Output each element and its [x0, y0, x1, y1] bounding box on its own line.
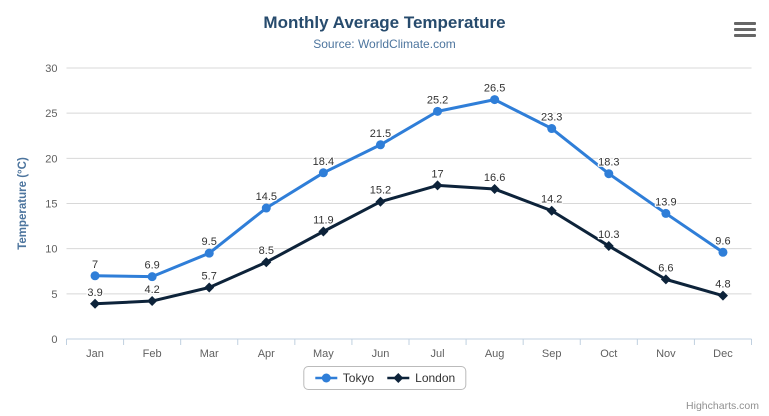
data-point-london[interactable]: [318, 226, 329, 237]
data-label-london: 11.9: [313, 215, 334, 227]
data-label-tokyo: 7: [92, 259, 98, 271]
tokyo-series-marker-icon: [314, 373, 337, 383]
data-point-london[interactable]: [432, 180, 443, 191]
legend-label-london: London: [415, 371, 456, 385]
data-label-tokyo: 25.2: [427, 94, 448, 106]
export-menu-button[interactable]: [730, 17, 760, 41]
x-axis-label: May: [313, 348, 334, 360]
x-axis-label: Apr: [258, 348, 275, 360]
data-point-london[interactable]: [717, 290, 728, 301]
data-label-london: 6.6: [658, 262, 673, 274]
data-point-tokyo[interactable]: [375, 140, 385, 150]
data-label-tokyo: 13.9: [655, 196, 676, 208]
data-point-london[interactable]: [147, 296, 158, 307]
data-point-tokyo[interactable]: [261, 203, 271, 213]
data-label-london: 14.2: [541, 194, 562, 206]
x-axis-label: Aug: [485, 348, 505, 360]
y-axis-label: 10: [45, 244, 57, 256]
data-point-london[interactable]: [375, 196, 386, 207]
data-point-tokyo[interactable]: [90, 271, 100, 281]
legend-label-tokyo: Tokyo: [342, 371, 375, 385]
data-label-tokyo: 21.5: [370, 128, 391, 140]
data-label-london: 4.8: [715, 279, 730, 291]
data-point-tokyo[interactable]: [433, 106, 443, 116]
y-axis-label: 20: [45, 153, 57, 165]
data-point-tokyo[interactable]: [547, 124, 557, 134]
hamburger-icon: [734, 21, 756, 37]
data-point-tokyo[interactable]: [661, 208, 671, 218]
y-axis-label: 30: [45, 63, 57, 75]
data-point-tokyo[interactable]: [204, 248, 214, 258]
x-axis-label: Mar: [200, 348, 219, 360]
data-label-tokyo: 9.5: [202, 236, 217, 248]
data-point-london[interactable]: [660, 274, 671, 285]
data-label-tokyo: 23.3: [541, 112, 562, 124]
data-point-tokyo[interactable]: [147, 272, 157, 282]
y-axis-label: 25: [45, 108, 57, 120]
legend: Tokyo London: [302, 366, 467, 390]
data-point-tokyo[interactable]: [490, 95, 500, 105]
x-axis-label: Jan: [86, 348, 104, 360]
y-axis-label: 0: [51, 334, 57, 346]
x-axis-label: Sep: [542, 348, 562, 360]
data-label-tokyo: 6.9: [144, 260, 159, 272]
data-point-london[interactable]: [603, 240, 614, 251]
data-label-london: 15.2: [370, 185, 391, 197]
data-point-london[interactable]: [546, 205, 557, 216]
data-label-tokyo: 14.5: [256, 191, 277, 203]
data-label-tokyo: 9.6: [715, 235, 730, 247]
data-label-tokyo: 18.3: [598, 157, 619, 169]
data-point-london[interactable]: [204, 282, 215, 293]
data-point-tokyo[interactable]: [718, 247, 728, 257]
data-point-london[interactable]: [90, 298, 101, 309]
london-series-marker-icon: [387, 373, 410, 383]
y-axis-label: 5: [51, 289, 57, 301]
data-label-tokyo: 18.4: [313, 156, 334, 168]
series-line-london[interactable]: [93, 183, 725, 306]
chart-subtitle: Source: WorldClimate.com: [313, 37, 456, 51]
x-axis-label: Jun: [372, 348, 390, 360]
data-point-london[interactable]: [261, 257, 272, 268]
data-label-tokyo: 26.5: [484, 83, 505, 95]
credits-link[interactable]: Highcharts.com: [686, 400, 759, 412]
x-axis-label: Dec: [713, 348, 733, 360]
x-axis-label: Jul: [431, 348, 445, 360]
data-label-london: 4.2: [144, 284, 159, 296]
chart-title: Monthly Average Temperature: [263, 13, 506, 32]
legend-item-london[interactable]: London: [386, 371, 455, 385]
y-axis-title: Temperature (°C): [17, 157, 29, 250]
x-axis-label: Nov: [656, 348, 676, 360]
x-axis-label: Oct: [600, 348, 617, 360]
data-label-london: 17: [431, 168, 443, 180]
series-line-tokyo[interactable]: [93, 98, 725, 279]
data-label-london: 8.5: [259, 245, 274, 257]
y-axis-label: 15: [45, 199, 57, 211]
data-point-tokyo[interactable]: [604, 169, 614, 179]
data-label-london: 5.7: [202, 271, 217, 283]
data-label-london: 3.9: [87, 287, 102, 299]
legend-item-tokyo[interactable]: Tokyo: [314, 371, 374, 385]
data-point-tokyo[interactable]: [318, 168, 328, 178]
data-point-london[interactable]: [489, 184, 500, 195]
data-label-london: 16.6: [484, 172, 505, 184]
data-label-london: 10.3: [598, 229, 619, 241]
x-axis-label: Feb: [143, 348, 162, 360]
